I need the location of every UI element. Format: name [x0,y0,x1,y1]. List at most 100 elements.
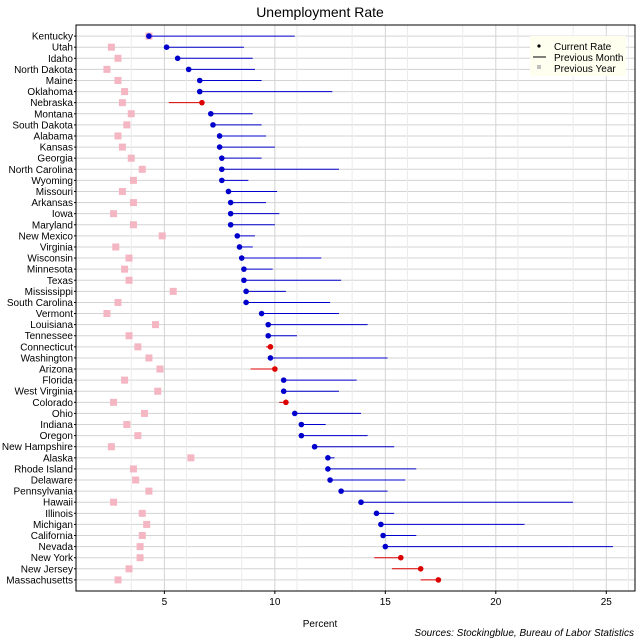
previous-year-marker [125,254,133,262]
x-tick-label: 25 [601,597,613,608]
current-rate-point [378,521,384,528]
current-rate-point [238,255,245,261]
previous-year-marker [129,221,137,229]
previous-year-marker [129,465,137,473]
previous-year-marker [114,298,122,306]
state-label: North Carolina [9,165,74,176]
previous-year-marker [114,76,122,84]
state-label: New Hampshire [2,442,74,453]
previous-year-marker [140,409,148,417]
previous-year-marker [118,187,126,195]
state-label: Tennessee [25,331,74,342]
previous-year-marker [121,265,129,273]
current-rate-point [225,188,232,195]
current-rate-point [163,44,170,50]
previous-year-marker [127,154,135,162]
state-label: Arizona [39,365,73,376]
current-rate-point [219,166,225,173]
current-rate-point [298,421,305,428]
state-label: California [31,531,74,542]
current-rate-point [325,455,331,461]
legend-previous-year: Previous Year [554,64,616,75]
previous-year-marker [118,143,126,151]
x-axis-ticks: 5 10 15 20 25 [162,591,613,608]
state-label: Missouri [36,187,73,198]
current-rate-point [280,388,287,395]
state-label: Ohio [52,409,74,420]
previous-year-marker [129,199,137,207]
previous-year-marker [138,165,146,173]
x-tick-label: 20 [490,597,502,608]
state-label: Mississippi [25,287,73,298]
current-rate-point [196,88,203,95]
state-label: South Carolina [7,298,74,309]
legend-current-marker [537,44,541,48]
current-rate-point [234,233,241,239]
previous-year-marker [123,121,131,129]
previous-year-marker [145,487,153,495]
previous-year-marker [110,398,118,406]
current-rate-point [267,344,274,350]
previous-year-marker [114,132,122,140]
state-label: Kansas [40,143,73,154]
state-label: Oklahoma [27,87,73,98]
current-rate-point [241,277,247,284]
state-label: Washington [21,353,73,364]
state-label: Virginia [40,242,74,253]
current-rate-point [146,33,152,39]
previous-year-marker [129,176,137,184]
previous-year-marker [152,321,160,329]
current-rate-point [216,133,223,139]
x-axis-label: Percent [303,619,338,630]
current-rate-point [210,122,216,128]
state-label: Vermont [36,309,73,320]
legend-box [530,36,626,76]
current-rate-point [325,466,331,472]
plot-frame [75,24,636,592]
current-rate-point [243,299,249,306]
state-label: Massachusetts [6,575,73,586]
previous-year-marker [125,276,133,284]
state-label: Idaho [48,54,73,65]
state-label: New York [31,553,74,564]
previous-year-marker [154,387,162,395]
current-rate-point [280,377,287,383]
previous-year-marker [143,520,151,528]
current-rate-point [227,221,234,228]
current-rate-point [265,332,272,339]
current-rate-point [291,410,298,417]
previous-year-marker [145,354,153,362]
legend-year-marker [537,65,541,69]
legend-current: Current Rate [554,42,612,53]
current-rate-point [243,288,249,295]
previous-year-marker [125,565,133,573]
current-rate-point [258,310,265,317]
state-label: North Dakota [14,65,73,76]
current-rate-points [146,33,442,583]
previous-year-marker [103,310,111,318]
state-label: Wyoming [31,176,73,187]
state-label: Louisiana [30,320,73,331]
previous-year-marker [125,332,133,340]
legend-previous-month: Previous Month [554,53,623,64]
state-label: Minnesota [27,265,74,276]
x-tick-label: 5 [162,597,168,608]
current-rate-point [382,543,389,550]
state-label: Montana [34,109,73,120]
previous-year-marker [107,43,115,51]
previous-year-marker [169,287,177,295]
chart-title: Unemployment Rate [256,4,384,20]
state-label: West Virginia [14,387,73,398]
state-label: Rhode Island [14,464,73,475]
previous-year-marker [136,543,144,551]
state-label: Arkansas [31,198,73,209]
state-label: Nevada [39,542,74,553]
previous-year-marker [114,54,122,62]
current-rate-point [199,99,205,106]
current-rate-point [267,355,274,361]
state-label: Illinois [45,509,73,520]
current-rate-point [227,210,234,217]
previous-year-marker [118,99,126,107]
x-tick-label: 10 [269,597,281,608]
